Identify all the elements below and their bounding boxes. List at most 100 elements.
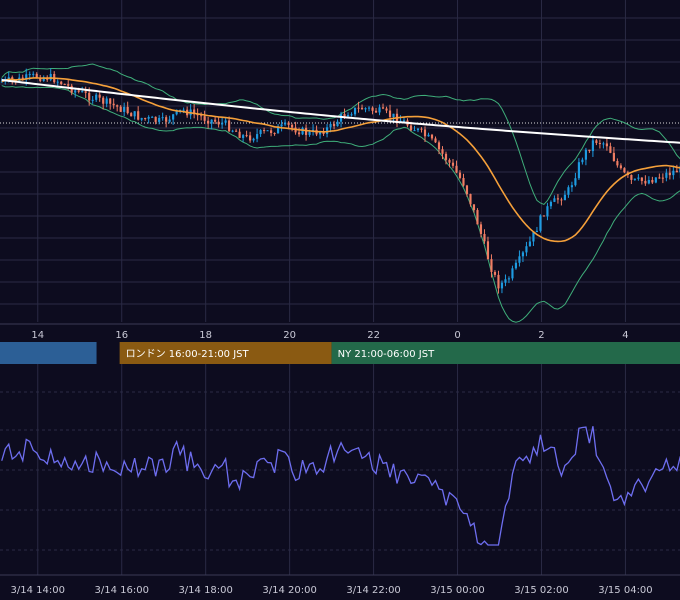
candle-up — [301, 127, 304, 135]
candle-down — [63, 84, 66, 86]
candle-up — [95, 94, 98, 100]
candle-up — [259, 130, 262, 135]
candle-down — [374, 110, 378, 113]
candle-up — [378, 107, 381, 113]
candle-up — [231, 130, 234, 132]
date-axis-label: 3/14 22:00 — [346, 585, 400, 596]
candle-down — [476, 210, 479, 225]
candle-down — [644, 180, 647, 184]
candle-down — [88, 92, 91, 101]
candle-down — [560, 199, 563, 201]
candle-down — [84, 91, 87, 93]
candle-up — [49, 73, 52, 80]
candle-down — [588, 149, 591, 152]
candle-up — [158, 117, 161, 122]
candle-down — [483, 233, 486, 242]
candle-up — [654, 177, 657, 183]
candle-up — [665, 172, 668, 178]
candle-up — [602, 143, 605, 145]
candle-down — [668, 172, 671, 176]
candle-down — [479, 224, 483, 234]
candle-down — [675, 170, 678, 173]
candle-down — [273, 132, 276, 134]
candle-down — [11, 77, 14, 80]
date-axis-label: 3/15 00:00 — [430, 585, 484, 596]
candle-down — [371, 107, 374, 111]
candle-up — [74, 90, 77, 93]
session-block — [119, 342, 332, 364]
x-axis-ticks: 14 16 18 20 22 0 2 4 — [31, 330, 628, 341]
candle-up — [7, 77, 10, 80]
candle-down — [490, 259, 493, 272]
candle-down — [21, 77, 24, 80]
candle-up — [504, 279, 507, 283]
candle-down — [287, 122, 290, 125]
candle-down — [556, 198, 560, 200]
candle-up — [364, 108, 367, 110]
candle-down — [154, 116, 157, 122]
oscillator-grid — [0, 364, 680, 576]
candle-down — [385, 108, 388, 111]
candle-down — [249, 135, 252, 141]
candle-up — [266, 130, 269, 132]
date-axis-label: 3/14 14:00 — [11, 585, 65, 596]
candle-down — [193, 109, 196, 115]
candle-down — [623, 168, 626, 173]
candle-down — [595, 140, 598, 144]
candle-up — [256, 134, 259, 139]
candle-down — [630, 175, 633, 180]
candle-down — [322, 131, 325, 134]
candle-up — [28, 74, 31, 76]
session-label: NY 21:00-06:00 JST — [338, 349, 435, 360]
candle-down — [423, 129, 427, 137]
candle-up — [329, 123, 332, 128]
date-axis-label: 3/14 18:00 — [178, 585, 232, 596]
candle-up — [574, 178, 577, 186]
candle-down — [661, 177, 664, 179]
candle-up — [161, 117, 164, 119]
candle-up — [525, 246, 528, 253]
candle-up — [168, 119, 171, 122]
candle-up — [81, 91, 84, 93]
date-axis-label: 3/15 02:00 — [514, 585, 568, 596]
candle-up — [570, 185, 573, 188]
candle-up — [277, 126, 280, 134]
candle-up — [210, 119, 213, 124]
candle-down — [144, 118, 147, 120]
x-tick-label: 0 — [454, 330, 460, 341]
candle-down — [214, 119, 217, 122]
candle-down — [437, 142, 441, 150]
moving-averages — [1, 77, 680, 243]
candle-up — [633, 178, 636, 180]
candle-down — [102, 97, 105, 104]
candle-up — [637, 177, 640, 179]
candle-down — [357, 107, 360, 109]
candle-up — [280, 124, 283, 127]
oscillator-line — [1, 426, 680, 546]
candle-down — [409, 125, 413, 131]
candle-up — [392, 113, 395, 118]
candle-down — [228, 120, 231, 132]
candle-down — [263, 130, 266, 132]
date-axis-label: 3/14 20:00 — [262, 585, 316, 596]
candle-up — [591, 140, 594, 152]
candle-up — [179, 109, 182, 111]
candle-up — [511, 268, 514, 279]
candle-up — [532, 232, 535, 242]
oscillator-series-line — [1, 426, 680, 546]
candle-down — [119, 106, 122, 112]
candle-up — [242, 135, 245, 138]
candle-down — [60, 81, 63, 85]
candle-down — [39, 77, 42, 81]
candle-up — [25, 74, 28, 80]
candle-up — [546, 206, 549, 217]
candle-down — [458, 172, 462, 178]
candle-down — [304, 127, 308, 135]
candle-up — [563, 194, 567, 201]
candle-up — [528, 241, 532, 247]
candle-down — [297, 132, 301, 135]
candle-up — [32, 73, 35, 75]
session-block — [0, 342, 97, 364]
